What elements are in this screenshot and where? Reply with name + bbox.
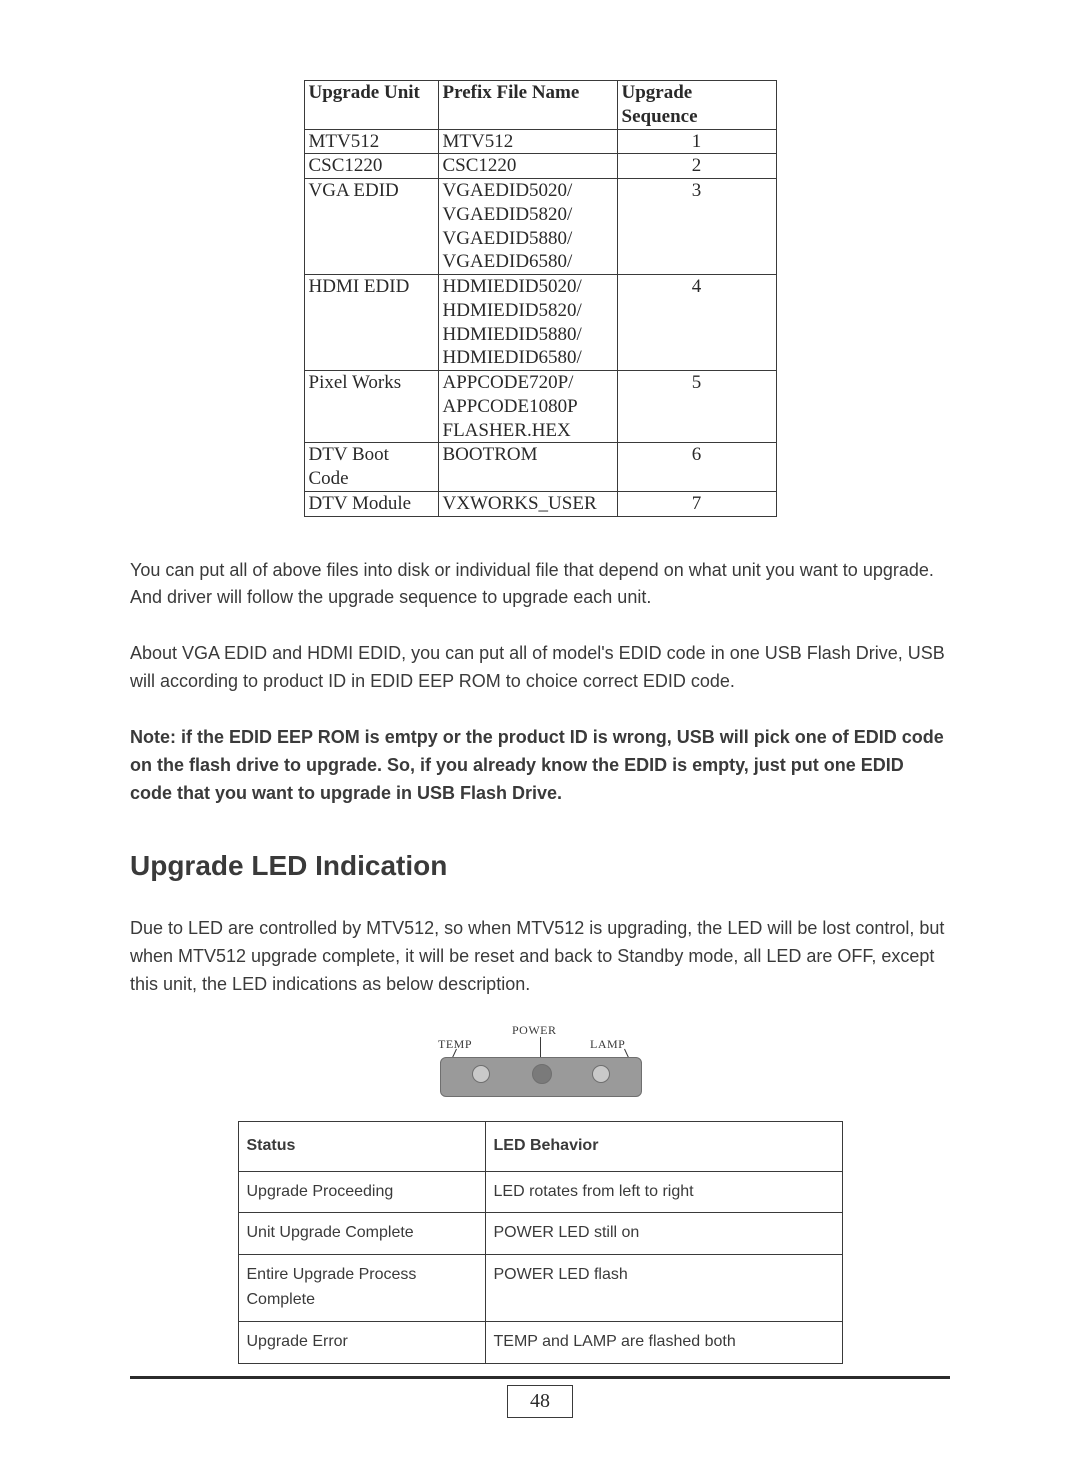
cell-unit: HDMI EDID [304, 275, 438, 371]
led-label-lamp: LAMP [590, 1035, 625, 1054]
cell-seq: 1 [617, 129, 776, 154]
led-lamp-icon [592, 1065, 610, 1083]
led-power-icon [532, 1064, 552, 1084]
cell-prefix: VGAEDID5020/ VGAEDID5820/ VGAEDID5880/ V… [438, 179, 617, 275]
cell-status: Upgrade Error [238, 1321, 485, 1363]
behavior-header-row: Status LED Behavior [238, 1121, 842, 1171]
cell-behavior: LED rotates from left to right [485, 1171, 842, 1213]
cell-prefix: BOOTROM [438, 443, 617, 492]
led-behavior-table: Status LED Behavior Upgrade Proceeding L… [238, 1121, 843, 1364]
document-page: Upgrade Unit Prefix File Name Upgrade Se… [0, 0, 1080, 1468]
cell-unit: CSC1220 [304, 154, 438, 179]
cell-prefix: MTV512 [438, 129, 617, 154]
cell-prefix: VXWORKS_USER [438, 491, 617, 516]
led-panel-wrap: TEMP POWER LAMP [440, 1027, 640, 1099]
led-intro-paragraph: Due to LED are controlled by MTV512, so … [130, 915, 950, 999]
paragraph-2: About VGA EDID and HDMI EDID, you can pu… [130, 640, 950, 696]
table-row: VGA EDID VGAEDID5020/ VGAEDID5820/ VGAED… [304, 179, 776, 275]
behavior-col-behavior: LED Behavior [485, 1121, 842, 1171]
cell-unit: Pixel Works [304, 371, 438, 443]
paragraph-1: You can put all of above files into disk… [130, 557, 950, 613]
cell-status: Upgrade Proceeding [238, 1171, 485, 1213]
cell-unit: DTV Boot Code [304, 443, 438, 492]
table-row: Pixel Works APPCODE720P/ APPCODE1080P FL… [304, 371, 776, 443]
col-unit-header: Upgrade Unit [304, 81, 438, 130]
table-row: Unit Upgrade Complete POWER LED still on [238, 1213, 842, 1255]
table-row: MTV512 MTV512 1 [304, 129, 776, 154]
cell-seq: 5 [617, 371, 776, 443]
led-temp-icon [472, 1065, 490, 1083]
footer-rule [130, 1376, 950, 1379]
cell-seq: 6 [617, 443, 776, 492]
col-seq-header: Upgrade Sequence [617, 81, 776, 130]
cell-unit: VGA EDID [304, 179, 438, 275]
led-label-power: POWER [512, 1021, 557, 1040]
cell-prefix: CSC1220 [438, 154, 617, 179]
cell-prefix: APPCODE720P/ APPCODE1080P FLASHER.HEX [438, 371, 617, 443]
table-row: Upgrade Error TEMP and LAMP are flashed … [238, 1321, 842, 1363]
behavior-col-status: Status [238, 1121, 485, 1171]
page-number: 48 [507, 1385, 573, 1418]
note-paragraph: Note: if the EDID EEP ROM is emtpy or th… [130, 724, 950, 808]
cell-status: Unit Upgrade Complete [238, 1213, 485, 1255]
table-row: DTV Boot Code BOOTROM 6 [304, 443, 776, 492]
table-row: HDMI EDID HDMIEDID5020/ HDMIEDID5820/ HD… [304, 275, 776, 371]
cell-prefix: HDMIEDID5020/ HDMIEDID5820/ HDMIEDID5880… [438, 275, 617, 371]
table-row: DTV Module VXWORKS_USER 7 [304, 491, 776, 516]
cell-behavior: POWER LED still on [485, 1213, 842, 1255]
table-row: Upgrade Proceeding LED rotates from left… [238, 1171, 842, 1213]
cell-behavior: TEMP and LAMP are flashed both [485, 1321, 842, 1363]
table-row: CSC1220 CSC1220 2 [304, 154, 776, 179]
cell-unit: DTV Module [304, 491, 438, 516]
upgrade-table-body: MTV512 MTV512 1 CSC1220 CSC1220 2 VGA ED… [304, 129, 776, 516]
table-row: Entire Upgrade Process Complete POWER LE… [238, 1255, 842, 1322]
led-panel-figure: TEMP POWER LAMP [130, 1027, 950, 1099]
cell-status: Entire Upgrade Process Complete [238, 1255, 485, 1322]
cell-seq: 4 [617, 275, 776, 371]
behavior-table-body: Upgrade Proceeding LED rotates from left… [238, 1171, 842, 1363]
cell-unit: MTV512 [304, 129, 438, 154]
upgrade-table-header-row: Upgrade Unit Prefix File Name Upgrade Se… [304, 81, 776, 130]
page-number-wrap: 48 [130, 1385, 950, 1418]
section-title: Upgrade LED Indication [130, 844, 950, 887]
col-prefix-header: Prefix File Name [438, 81, 617, 130]
cell-seq: 2 [617, 154, 776, 179]
upgrade-table: Upgrade Unit Prefix File Name Upgrade Se… [304, 80, 777, 517]
cell-seq: 7 [617, 491, 776, 516]
cell-behavior: POWER LED flash [485, 1255, 842, 1322]
cell-seq: 3 [617, 179, 776, 275]
